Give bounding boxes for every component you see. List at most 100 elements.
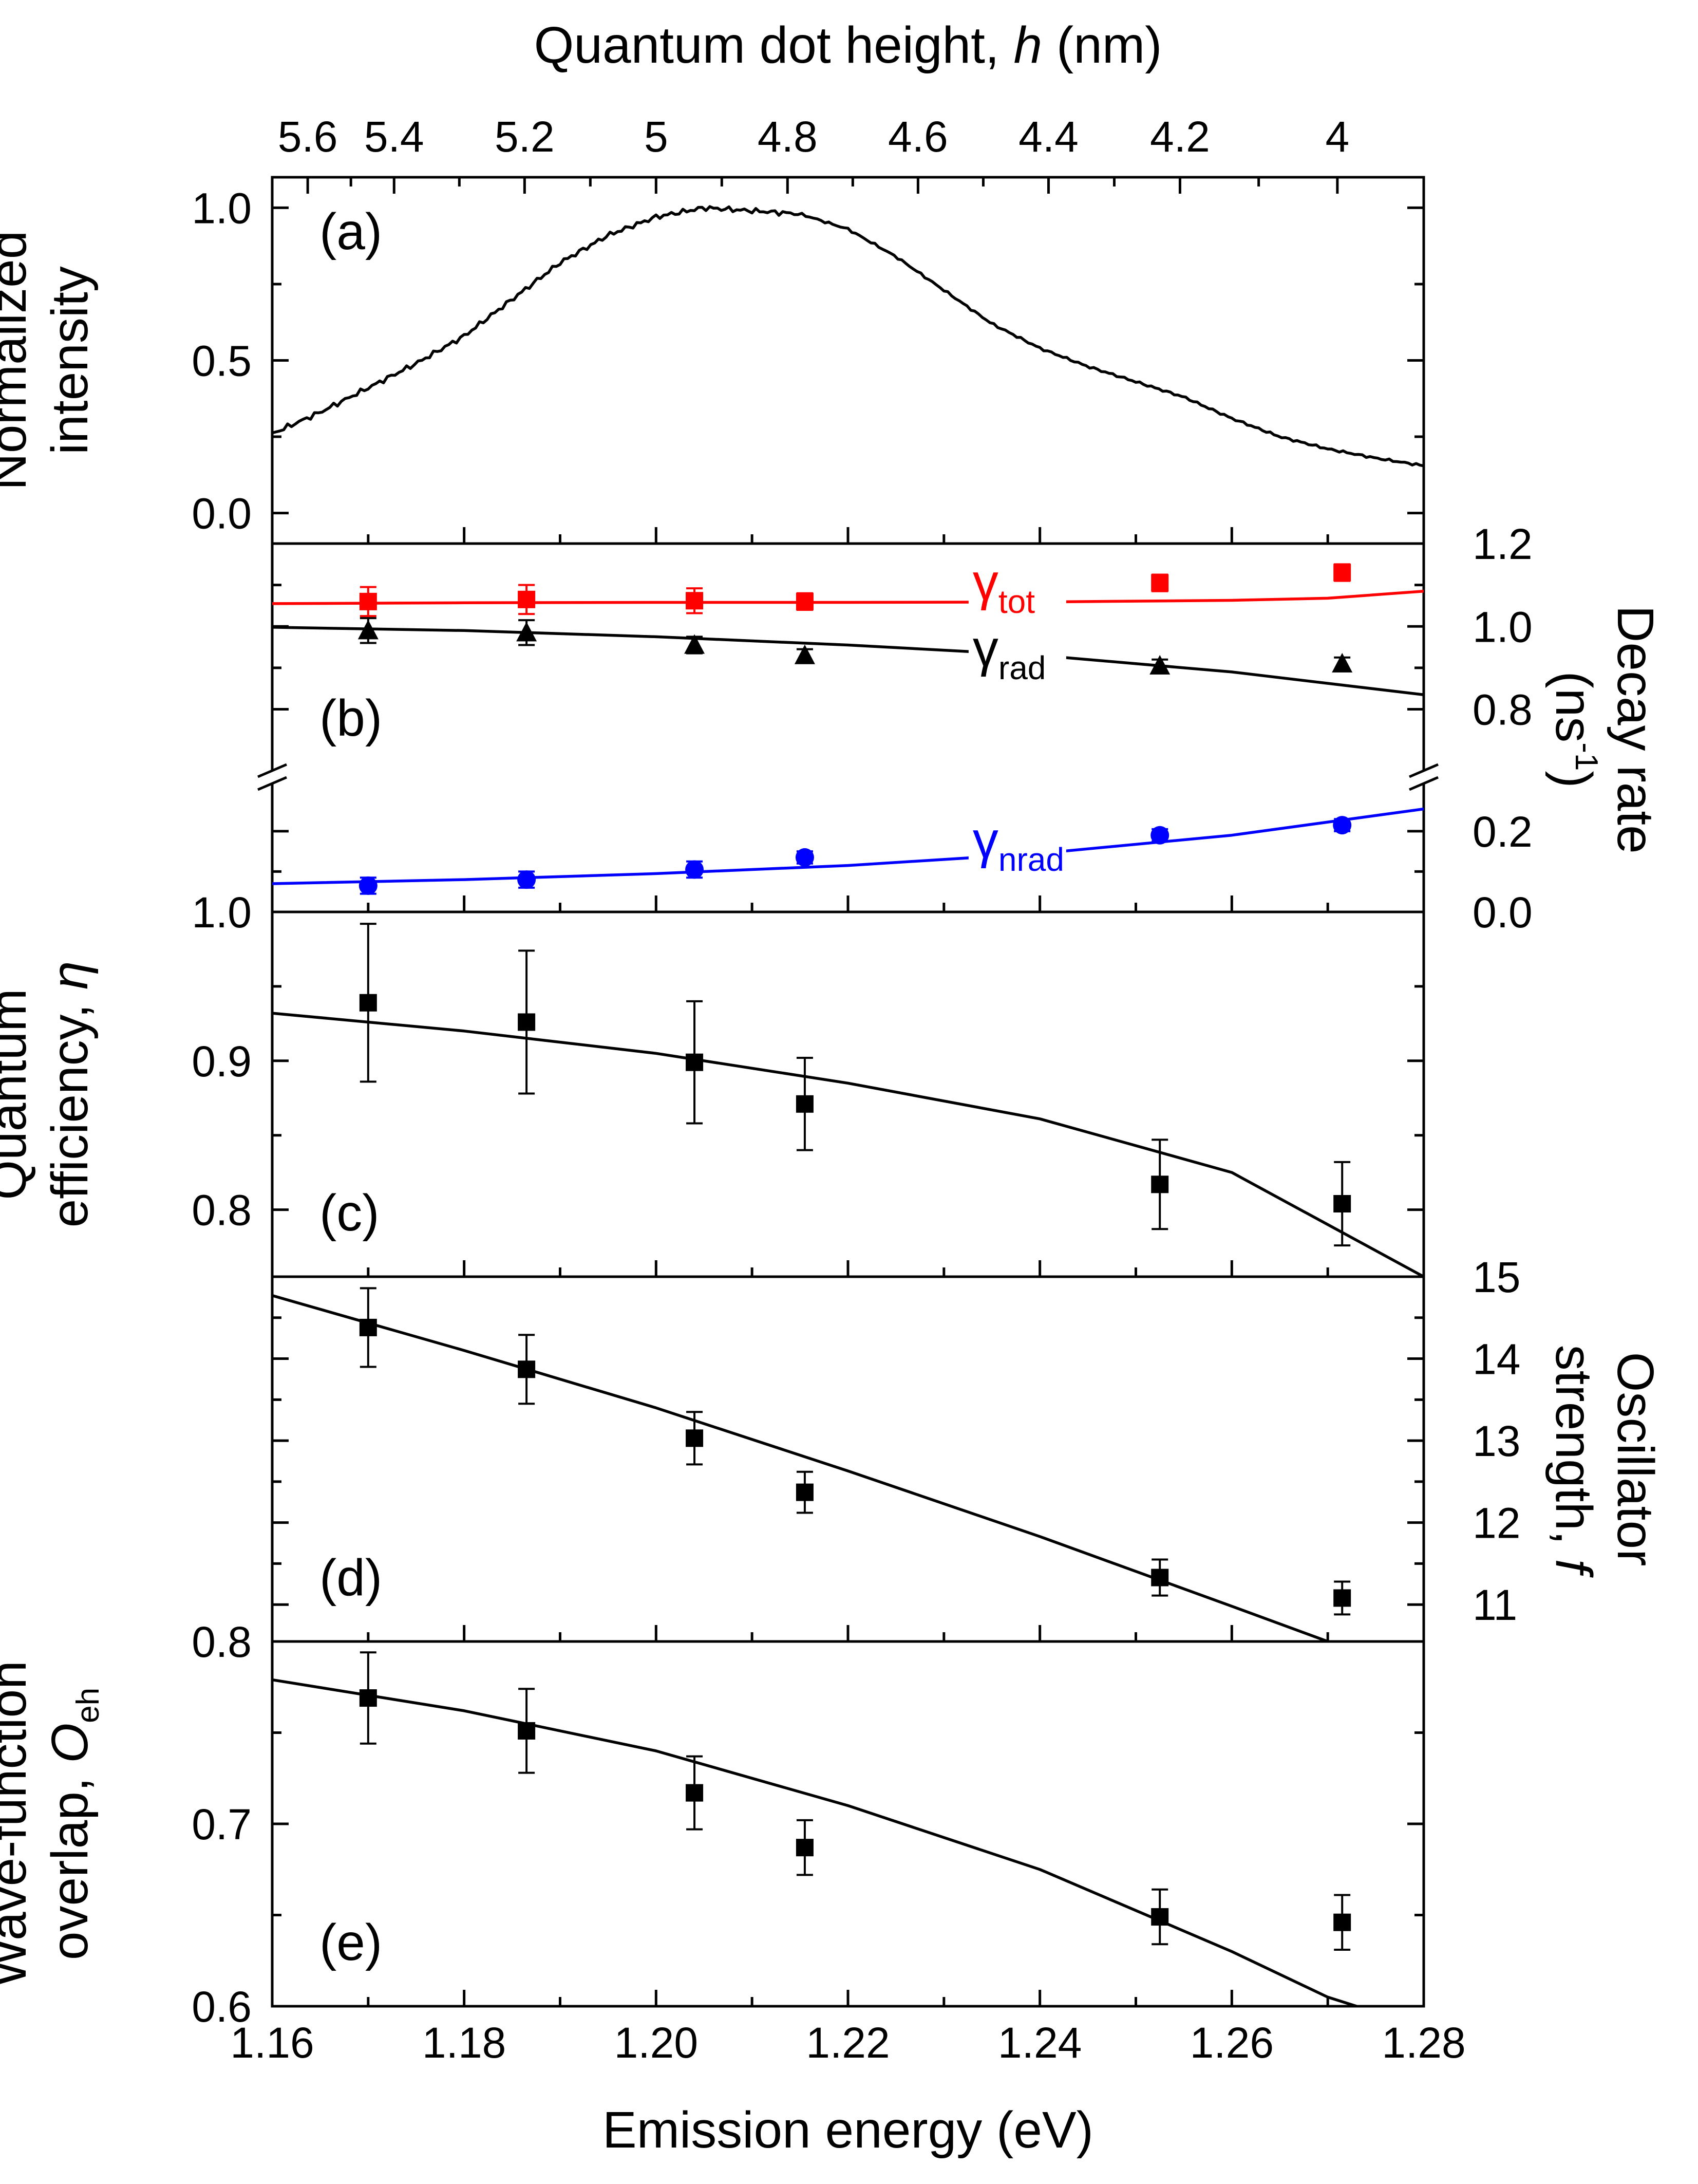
panel-b-ylabel-unit-open: (ns: [1545, 671, 1602, 742]
panel-b-gamma-nrad-label-symbol: γ: [973, 811, 998, 869]
top-axis-tick-label-2: 5.2: [495, 113, 555, 161]
panel-d-ytick-label-0: 11: [1473, 1581, 1517, 1629]
panel-b-gamma-tot-point-5: [1333, 564, 1351, 582]
panel-e-data-point-0: [359, 1689, 377, 1707]
panel-b-ylabel-unit-close: ): [1545, 771, 1602, 788]
panel-e-ylabel: Wave-function overlap, Oeh: [0, 1660, 106, 1987]
plot-lines-layer: [257, 176, 1439, 2008]
panel-c-fit-line: [272, 1012, 1424, 1277]
panel-e-frame: [271, 1640, 1425, 2008]
panel-b-break-mark-left-1: [257, 763, 287, 778]
panel-c-data-point-4: [1151, 1175, 1169, 1193]
panel-b-lower-ytick-label-0: 0.0: [1473, 888, 1533, 937]
panel-e-ytick-label-2: 0.8: [192, 1618, 252, 1666]
panel-d-data-point-3: [796, 1483, 814, 1501]
panel-c-ylabel-line1: Quantum: [0, 988, 37, 1200]
panel-b-break-mark-right-1: [1409, 763, 1439, 778]
panel-b-gamma-tot-point-3: [796, 592, 814, 610]
panel-c-frame: [271, 910, 1425, 1278]
panel-c-data-point-0: [359, 994, 377, 1012]
top-axis-tick-label-5: 4.6: [888, 113, 948, 161]
panel-d-ytick-label-2: 13: [1473, 1417, 1520, 1465]
panel-d-data-point-5: [1333, 1589, 1351, 1607]
panel-b-gamma-rad-point-2: [684, 634, 705, 654]
panel-b-ylabel-unit-exp: -1: [1569, 742, 1604, 771]
panel-b-gamma-nrad-point-5: [1333, 816, 1352, 835]
panel-d-ylabel-var: f: [1545, 1559, 1602, 1578]
top-axis-tick-label-3: 5: [644, 113, 668, 161]
top-axis-label: Quantum dot height, h (nm): [534, 16, 1162, 74]
panel-a-ylabel-line2-text: intensity: [41, 266, 99, 455]
top-axis-label-var: h: [1014, 16, 1043, 74]
panel-b-gamma-tot-label-subscript: tot: [998, 583, 1035, 620]
panel-d-ytick-label-3: 14: [1473, 1335, 1520, 1384]
panel-c-data-point-2: [686, 1053, 704, 1071]
panel-d-ylabel-line2-text: strength,: [1545, 1345, 1602, 1559]
panel-b-gamma-tot-label-bg: [968, 563, 1066, 615]
panel-d-ylabel-line1: Oscillator: [1607, 1352, 1664, 1566]
panel-b-upper-ytick-label-1: 1.0: [1473, 603, 1533, 651]
panel-c-ylabel-var: η: [41, 961, 99, 990]
panel-a-frame: [271, 176, 1425, 545]
panel-a-ylabel-line1: Normalized: [0, 231, 37, 491]
xtick-label-6: 1.28: [1382, 2019, 1466, 2067]
panel-a-ytick-label-1: 0.5: [192, 337, 252, 385]
panel-c-data-point-5: [1333, 1195, 1351, 1212]
top-axis-tick-label-8: 4: [1325, 113, 1349, 161]
panel-b-gamma-nrad-point-2: [685, 860, 704, 879]
panel-b-gamma-tot-point-2: [686, 592, 704, 610]
panel-b-gamma-rad-point-1: [516, 622, 537, 642]
panel-a-ylabel-line2: intensity: [41, 266, 99, 455]
panel-a-ylabel: Normalized intensity: [0, 231, 99, 491]
panel-e-data-point-2: [686, 1784, 704, 1802]
panel-e-data-point-4: [1151, 1908, 1169, 1926]
panel-d-data-point-1: [518, 1360, 536, 1378]
top-axis-label-unit: (nm): [1042, 16, 1162, 74]
xtick-label-1: 1.18: [422, 2019, 506, 2067]
panel-b-break-mark-right-2: [1409, 776, 1439, 791]
panel-c-ylabel-line2-text: efficiency,: [41, 990, 99, 1227]
panel-e-ytick-label-0: 0.6: [192, 1983, 252, 2031]
panel-c-ylabel: Quantum efficiency, η: [0, 961, 99, 1228]
panel-d-data-point-2: [686, 1429, 704, 1447]
top-axis-tick-label-0: 5.6: [278, 113, 338, 161]
panel-e-data-point-5: [1333, 1913, 1351, 1931]
panel-b-gamma-nrad-label: γnrad: [973, 811, 1064, 878]
panel-b-gamma-tot-point-4: [1151, 574, 1169, 592]
panel-b-gamma-nrad-point-1: [517, 870, 536, 889]
xtick-label-3: 1.22: [806, 2019, 890, 2067]
panel-d-ytick-label-4: 15: [1473, 1253, 1520, 1301]
panel-e-fit-line: [272, 1678, 1357, 2006]
panel-b-gamma-rad-label-bg: [968, 629, 1066, 681]
xtick-label-4: 1.24: [998, 2019, 1082, 2067]
panel-e-ylabel-sub: eh: [70, 1688, 106, 1723]
panel-c-data-point-1: [518, 1013, 536, 1031]
top-axis-tick-label-1: 5.4: [364, 113, 424, 161]
panel-d-data-point-0: [359, 1318, 377, 1336]
panel-b-gamma-rad-fit-line: [272, 626, 1424, 697]
top-axis-tick-label-6: 4.4: [1018, 113, 1079, 161]
panel-b-gamma-tot-label: γtot: [973, 553, 1035, 620]
panel-b-ylabel: Decay rate(ns-1): [1545, 605, 1664, 854]
panel-e-label: (e): [319, 1914, 382, 1971]
panel-b-lower-ytick-label-1: 0.2: [1473, 808, 1533, 856]
panel-b-gamma-rad-point-0: [357, 620, 379, 640]
top-axis-label-text: Quantum dot height,: [534, 16, 1014, 74]
panel-a-ytick-label-0: 0.0: [192, 490, 252, 538]
panel-c-ytick-label-0: 0.8: [192, 1186, 252, 1235]
panel-b-label: (b): [319, 689, 382, 747]
panel-e-ylabel-line2: overlap, Oeh: [41, 1688, 106, 1960]
panel-b-gamma-rad-point-4: [1149, 655, 1171, 675]
panel-b-gamma-tot-point-1: [518, 590, 536, 608]
panel-b-upper-ytick-label-0: 0.8: [1473, 686, 1533, 734]
panel-e-ylabel-line1: Wave-function: [0, 1660, 37, 1987]
panel-b-gamma-nrad-label-bg: [968, 821, 1066, 873]
panel-b-gamma-rad-point-3: [794, 644, 815, 664]
xtick-label-0: 1.16: [230, 2019, 314, 2067]
panel-b-ylabel-line2: (ns-1): [1545, 671, 1604, 788]
xtick-label-5: 1.26: [1190, 2019, 1274, 2067]
x-axis-label: Emission energy (eV): [602, 2101, 1093, 2159]
panel-b-gamma-nrad-label-subscript: nrad: [998, 841, 1064, 878]
panel-b-ylabel-line1: Decay rate: [1607, 605, 1664, 854]
